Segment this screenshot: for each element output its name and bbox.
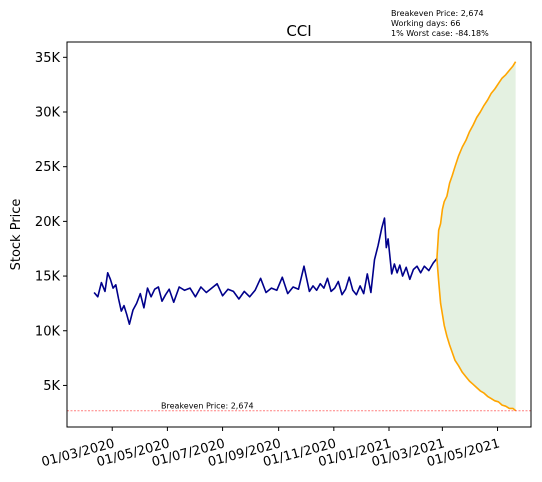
info-line: 1% Worst case: -84.18% (391, 29, 489, 38)
confidence-band (436, 61, 516, 411)
series-line-lower (436, 258, 517, 412)
chart-title: CCI (286, 22, 311, 40)
series-layer (93, 61, 517, 412)
series-line-upper (436, 61, 517, 259)
y-tick-label: 30K (35, 106, 61, 121)
info-line: Breakeven Price: 2,674 (391, 9, 484, 18)
y-axis: 5K 10K 15K 20K 25K 30K 35K (35, 51, 67, 394)
y-tick-label: 10K (35, 324, 61, 339)
breakeven-label: Breakeven Price: 2,674 (161, 401, 254, 410)
confidence-band-layer (436, 61, 516, 411)
y-tick-label: 5K (43, 379, 60, 394)
series-line-history (93, 217, 438, 326)
y-tick-label: 20K (35, 215, 61, 230)
plot-frame (66, 41, 532, 428)
y-axis-label: Stock Price (9, 199, 24, 271)
y-tick-label: 25K (35, 160, 61, 175)
y-tick-label: 35K (35, 51, 61, 66)
y-tick-label: 15K (35, 270, 61, 285)
info-line: Working days: 66 (391, 19, 460, 28)
